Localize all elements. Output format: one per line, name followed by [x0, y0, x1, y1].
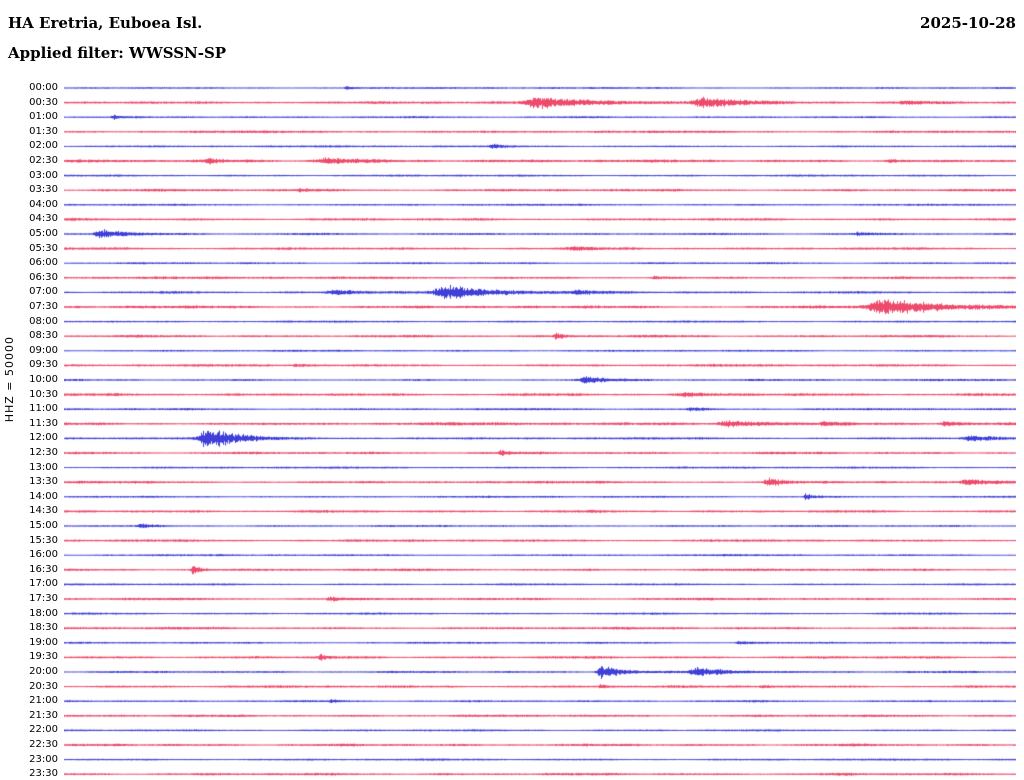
time-label: 23:00	[29, 753, 58, 765]
time-label: 19:30	[29, 651, 58, 663]
time-label: 04:30	[29, 213, 58, 225]
time-label: 19:00	[29, 636, 58, 648]
time-label: 09:00	[29, 344, 58, 356]
time-label: 12:00	[29, 432, 58, 444]
time-label: 02:30	[29, 155, 58, 166]
time-label: 05:00	[29, 228, 58, 239]
time-label: 11:00	[29, 403, 58, 415]
time-label: 00:30	[29, 96, 58, 108]
time-label: 18:30	[29, 622, 58, 634]
time-label: 01:30	[29, 125, 58, 137]
time-label: 05:30	[29, 242, 58, 254]
time-label: 21:30	[29, 709, 58, 721]
time-label: 10:00	[29, 374, 58, 385]
time-label: 07:00	[29, 286, 58, 298]
time-label: 20:30	[29, 680, 58, 692]
time-label: 23:30	[29, 768, 58, 780]
time-label: 03:00	[29, 169, 58, 181]
time-label: 15:00	[29, 520, 58, 531]
time-label: 08:00	[29, 315, 58, 327]
time-label: 12:30	[29, 447, 58, 458]
time-label: 18:00	[29, 607, 58, 619]
time-label: 17:30	[29, 593, 58, 604]
time-label: 10:30	[29, 388, 58, 400]
time-label: 16:30	[29, 563, 58, 575]
seismogram-traces-canvas	[64, 0, 1016, 780]
time-label: 15:30	[29, 534, 58, 546]
time-label: 06:00	[29, 257, 58, 269]
time-label: 14:30	[29, 505, 58, 517]
time-label: 13:00	[29, 461, 58, 473]
time-label: 04:00	[29, 198, 58, 210]
time-label: 06:30	[29, 271, 58, 283]
time-label: 08:30	[29, 330, 58, 342]
time-axis-labels: 00:00 00:30 01:00 01:30 02:00 02:30 03:00 03:30…	[0, 0, 60, 780]
time-label: 03:30	[29, 184, 58, 196]
time-label: 09:30	[29, 359, 58, 371]
time-label: 21:00	[29, 695, 58, 707]
time-label: 11:30	[29, 417, 58, 429]
time-label: 22:30	[29, 739, 58, 750]
time-label: 00:00	[29, 82, 58, 93]
time-label: 02:00	[29, 140, 58, 152]
time-label: 13:30	[29, 476, 58, 488]
time-label: 20:00	[29, 666, 58, 677]
time-label: 14:00	[29, 490, 58, 502]
time-label: 07:30	[29, 301, 58, 312]
time-label: 22:00	[29, 724, 58, 736]
time-label: 01:00	[29, 111, 58, 123]
time-label: 17:00	[29, 578, 58, 590]
time-label: 16:00	[29, 549, 58, 561]
